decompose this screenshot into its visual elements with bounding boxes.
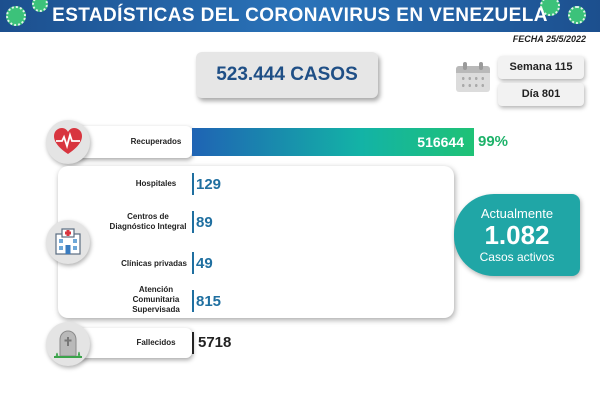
clinics-value: 49 <box>196 255 213 272</box>
hospitals-value: 129 <box>196 176 222 193</box>
total-cases-value: 523.444 CASOS <box>216 64 358 85</box>
virus-icon <box>568 6 586 24</box>
deaths-icon-circle <box>46 322 90 366</box>
heart-icon <box>54 128 82 154</box>
virus-icon <box>6 6 26 26</box>
page-title: ESTADÍSTICAS DEL CORONAVIRUS EN VENEZUEL… <box>52 5 548 26</box>
hospital-icon <box>55 228 81 255</box>
virus-icon <box>32 0 48 12</box>
active-cases-label: Casos activos <box>479 250 555 264</box>
recovered-label: Recuperados <box>130 137 182 146</box>
acs-value: 815 <box>196 293 222 310</box>
deaths-value: 5718 <box>198 334 232 351</box>
cdi-bar <box>192 211 194 233</box>
deaths-label: Fallecidos <box>136 338 176 347</box>
header-banner <box>0 0 600 32</box>
recovered-icon-circle <box>46 120 90 164</box>
facilities-card <box>58 166 454 318</box>
hospitals-bar <box>192 173 194 195</box>
acs-label: Atención Comunitaria Supervisada <box>132 285 180 314</box>
active-cases-caption: Actualmente <box>480 206 554 221</box>
total-cases-box: 523.444 CASOS <box>196 52 378 98</box>
tombstone-icon <box>54 330 82 358</box>
virus-icon <box>540 0 560 16</box>
deaths-bar <box>192 332 194 354</box>
clinics-label: Clínicas privadas <box>121 259 187 268</box>
recovered-value: 516644 <box>417 134 464 150</box>
date-label: FECHA 25/5/2022 <box>512 34 586 44</box>
recovered-bar: 516644 <box>192 128 474 156</box>
acs-bar <box>192 290 194 312</box>
calendar-icon <box>456 62 490 92</box>
facilities-icon-circle <box>46 220 90 264</box>
active-cases-value: 1.082 <box>484 220 550 250</box>
recovered-percent: 99% <box>478 133 509 150</box>
cdi-value: 89 <box>196 214 213 231</box>
cdi-label: Centros de Diagnóstico Integral <box>109 212 187 231</box>
week-badge: Semana 115 <box>498 56 584 79</box>
clinics-bar <box>192 252 194 274</box>
day-badge: Día 801 <box>498 83 584 106</box>
active-cases-box: Actualmente 1.082 Casos activos <box>454 194 580 276</box>
hospitals-label: Hospitales <box>135 179 177 188</box>
